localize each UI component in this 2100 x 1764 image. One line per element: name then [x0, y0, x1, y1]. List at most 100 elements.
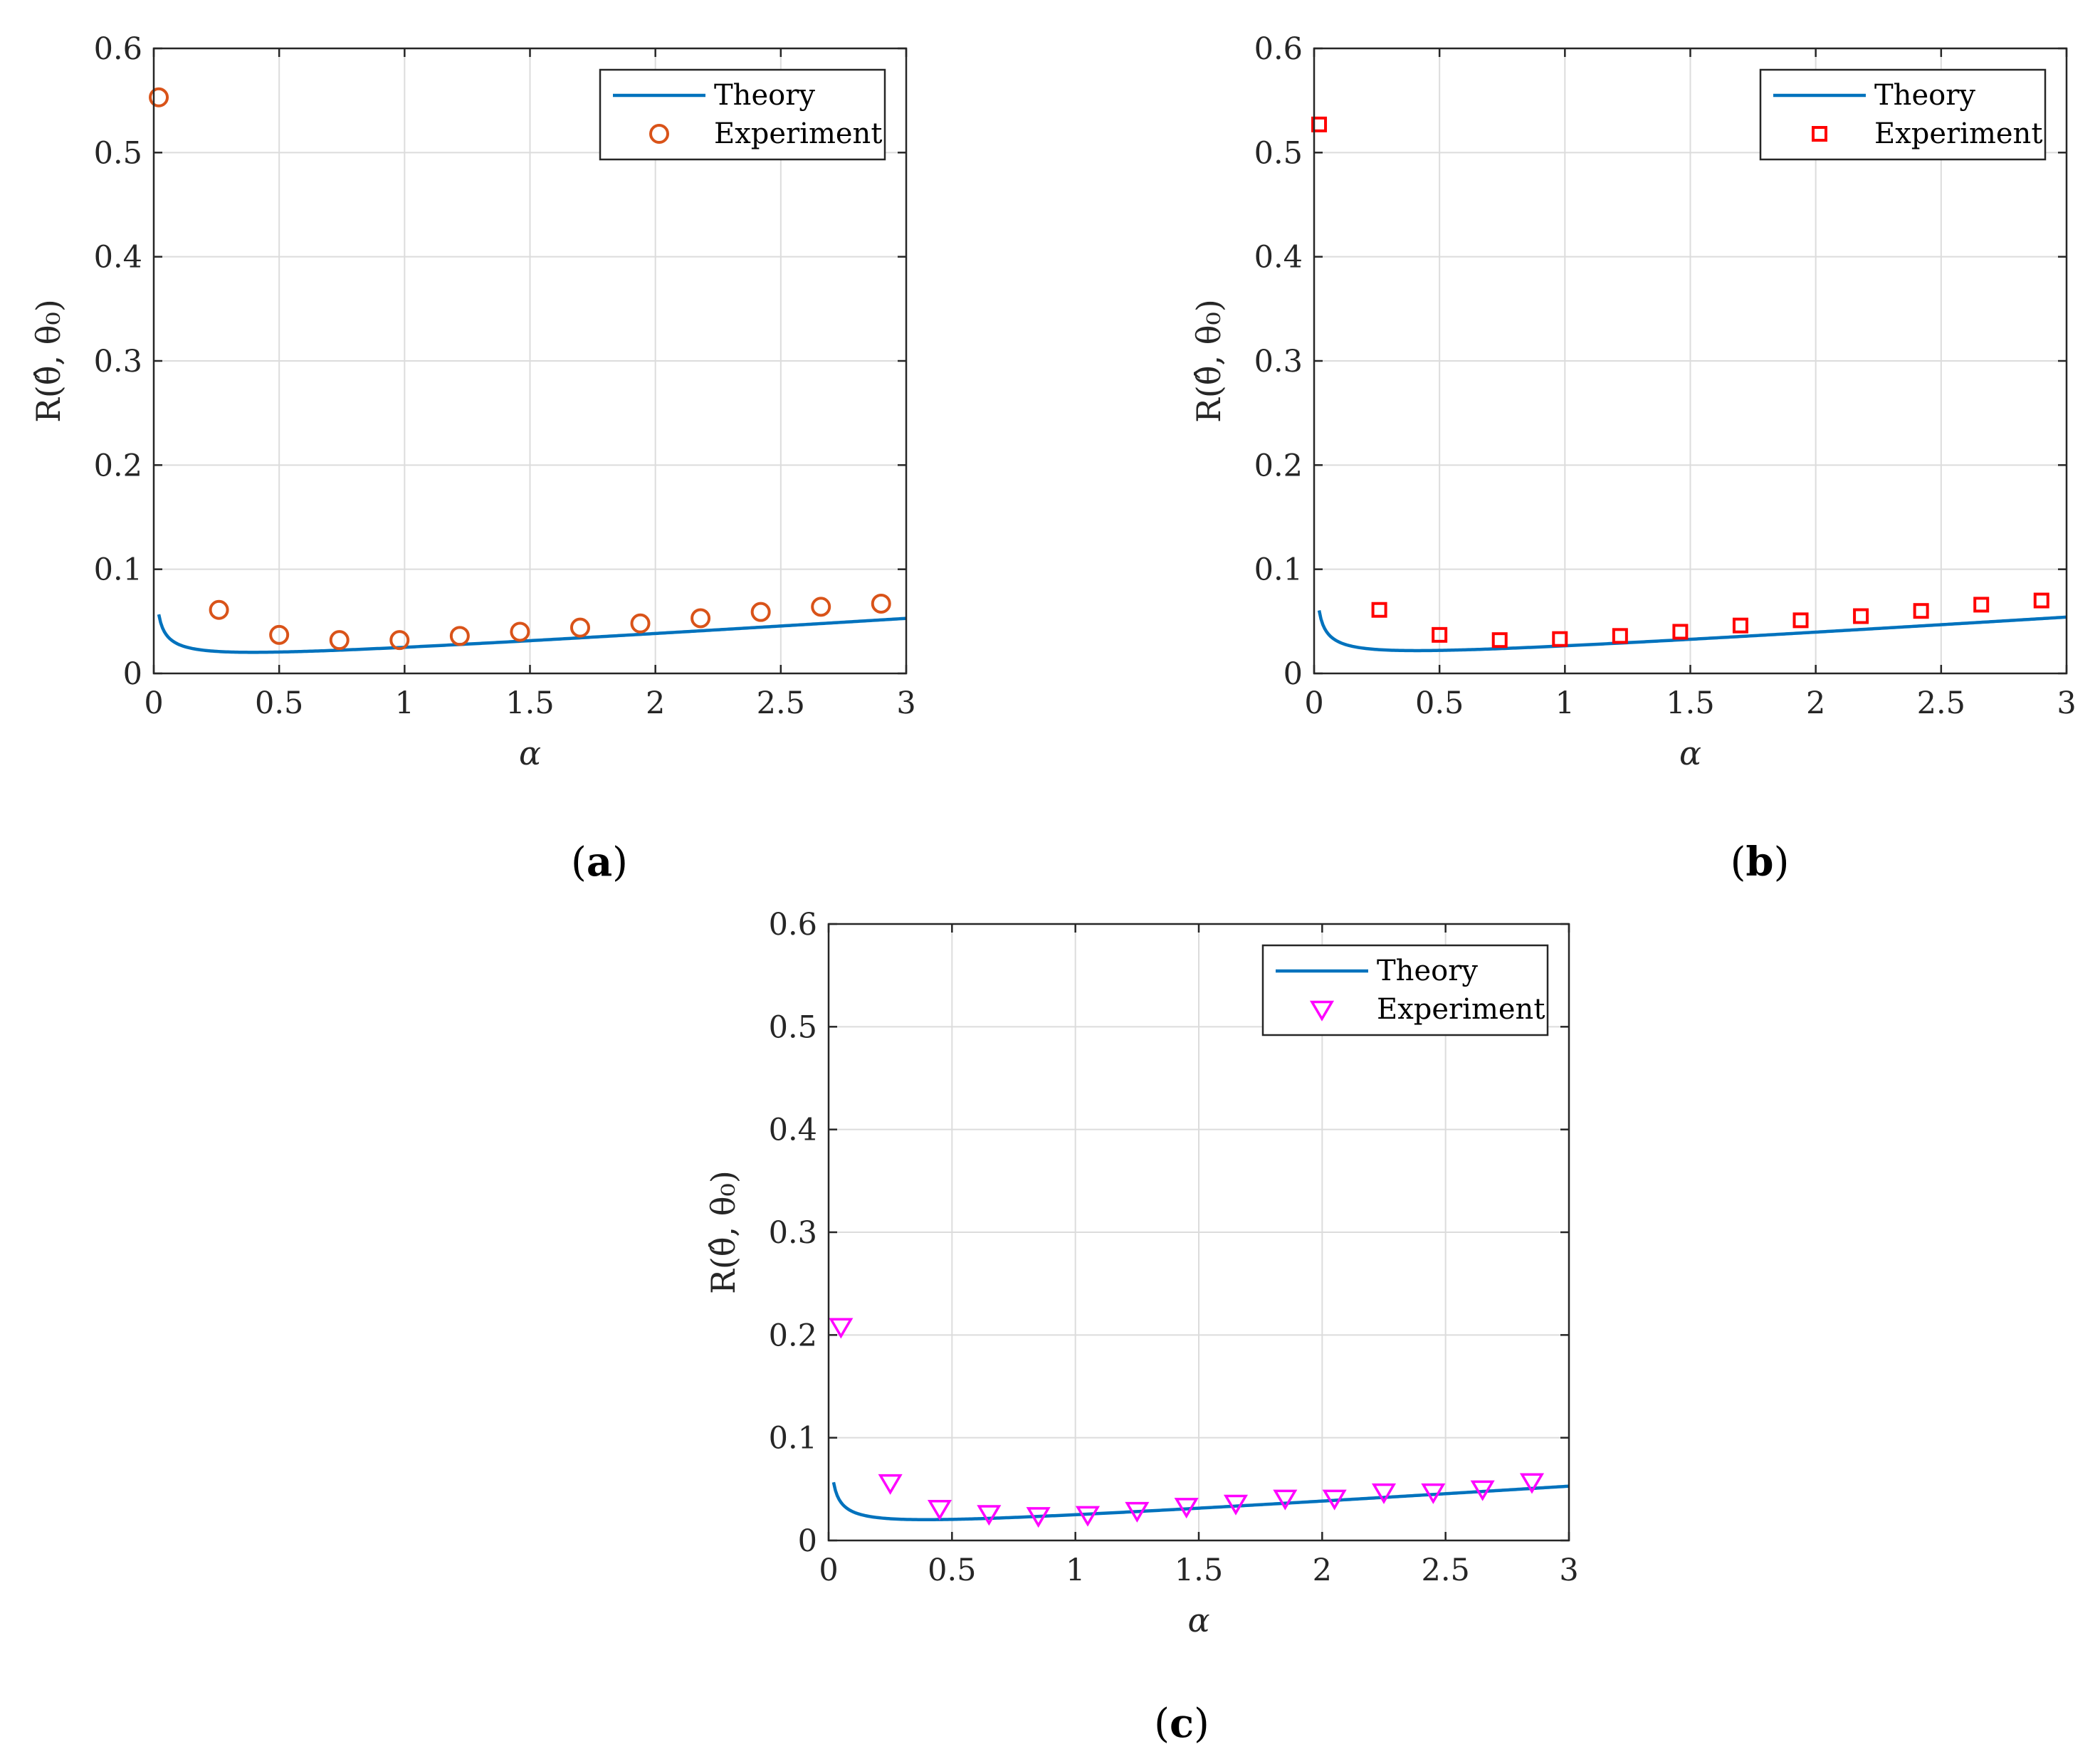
- x-tick-label: 2: [1806, 686, 1825, 721]
- experiment-marker: [811, 597, 831, 617]
- experiment-marker: [1491, 632, 1508, 649]
- x-tick-label: 1.5: [1175, 1553, 1223, 1588]
- experiment-marker: [1853, 608, 1869, 624]
- experiment-marker: [829, 1318, 854, 1339]
- y-tick-label: 0.1: [94, 552, 142, 588]
- y-axis-label: R(θ̂, θ₀): [1190, 299, 1228, 423]
- experiment-marker: [750, 602, 771, 622]
- experiment-marker: [1519, 1473, 1545, 1494]
- panel-caption: (a): [571, 839, 628, 886]
- y-tick-label: 0: [1283, 656, 1303, 692]
- experiment-marker: [510, 621, 530, 642]
- y-tick-label: 0.1: [1254, 552, 1303, 588]
- experiment-marker: [1026, 1507, 1051, 1528]
- x-tick-label: 3: [2057, 686, 2076, 721]
- x-tick-label: 0: [1304, 686, 1323, 721]
- experiment-marker: [209, 599, 229, 620]
- theory-line: [157, 614, 907, 654]
- legend-experiment-swatch: [649, 124, 669, 144]
- experiment-marker: [1612, 628, 1628, 644]
- legend-experiment-label: Experiment: [1874, 117, 2042, 150]
- x-tick-label: 2: [646, 686, 665, 721]
- y-tick-label: 0.4: [1254, 240, 1303, 275]
- y-tick-label: 0.2: [94, 448, 142, 483]
- experiment-marker: [1311, 116, 1328, 132]
- experiment-marker: [871, 593, 891, 614]
- panel-caption: (b): [1731, 839, 1790, 886]
- x-tick-label: 2.5: [1917, 686, 1965, 721]
- x-tick-label: 1: [1066, 1553, 1085, 1588]
- x-tick-label: 1.5: [505, 686, 554, 721]
- y-tick-label: 0.2: [769, 1318, 817, 1353]
- experiment-marker: [927, 1500, 952, 1521]
- experiment-marker: [1732, 617, 1748, 634]
- x-tick-label: 3: [1559, 1553, 1578, 1588]
- y-tick-label: 0.5: [769, 1009, 817, 1045]
- experiment-marker: [449, 626, 470, 646]
- y-tick-label: 0.4: [94, 240, 142, 275]
- experiment-marker: [1421, 1483, 1446, 1504]
- x-tick-label: 0.5: [1415, 686, 1464, 721]
- y-tick-label: 0: [123, 656, 142, 692]
- experiment-marker: [1371, 602, 1387, 618]
- y-tick-label: 0.4: [769, 1113, 817, 1148]
- y-tick-label: 0.5: [94, 135, 142, 171]
- chart-panel-a: 0 0.5 1 1.5 2 2.5 3 0 0.1 0.2 0.3 0.4 0.5 0.6 α R(θ̂, θ…: [29, 31, 916, 886]
- legend-box: [1759, 68, 2047, 161]
- experiment-marker: [1672, 624, 1689, 640]
- experiment-marker: [1273, 1489, 1298, 1511]
- y-tick-label: 0.2: [1254, 448, 1303, 483]
- y-axis-label: R(θ̂, θ₀): [29, 299, 68, 423]
- x-tick-label: 0: [144, 686, 163, 721]
- experiment-marker: [1322, 1489, 1347, 1511]
- y-tick-label: 0: [798, 1523, 817, 1559]
- legend-theory-label: Theory: [1377, 955, 1478, 987]
- experiment-marker: [1552, 631, 1568, 647]
- x-axis-label: α: [1679, 734, 1701, 772]
- x-tick-label: 0: [819, 1553, 838, 1588]
- experiment-marker: [1125, 1501, 1150, 1523]
- x-axis-label: α: [519, 734, 541, 772]
- experiment-marker: [691, 608, 711, 629]
- experiment-marker: [630, 613, 651, 634]
- x-tick-label: 2: [1313, 1553, 1332, 1588]
- y-tick-label: 0.3: [94, 344, 142, 379]
- theory-line: [1317, 610, 2067, 653]
- legend-box: [1261, 944, 1549, 1036]
- x-tick-label: 3: [896, 686, 915, 721]
- experiment-marker: [1075, 1506, 1101, 1527]
- experiment-marker: [1174, 1498, 1199, 1519]
- legend-experiment-swatch: [1812, 126, 1827, 142]
- legend: Theory Experiment: [1261, 944, 1549, 1036]
- legend: Theory Experiment: [599, 68, 886, 161]
- x-tick-label: 2.5: [1421, 1553, 1469, 1588]
- legend-box: [599, 68, 886, 161]
- experiment-marker: [1432, 626, 1448, 643]
- experiment-marker: [1913, 603, 1929, 619]
- x-tick-label: 1: [1555, 686, 1575, 721]
- legend: Theory Experiment: [1759, 68, 2047, 161]
- experiment-marker: [569, 617, 590, 638]
- legend-theory-label: Theory: [714, 79, 815, 112]
- legend-experiment-label: Experiment: [1377, 993, 1545, 1026]
- y-tick-label: 0.5: [1254, 135, 1303, 171]
- y-tick-label: 0.6: [94, 31, 142, 67]
- x-tick-label: 2.5: [757, 686, 805, 721]
- experiment-marker: [1371, 1483, 1397, 1504]
- legend-experiment-swatch: [1309, 1000, 1335, 1022]
- y-tick-label: 0.3: [769, 1215, 817, 1251]
- x-tick-label: 0.5: [255, 686, 303, 721]
- legend-experiment-label: Experiment: [714, 117, 882, 150]
- y-tick-label: 0.6: [1254, 31, 1303, 67]
- x-tick-label: 1: [395, 686, 414, 721]
- x-tick-label: 0.5: [928, 1553, 976, 1588]
- experiment-marker: [1973, 597, 1990, 613]
- y-tick-label: 0.6: [769, 907, 817, 943]
- experiment-marker: [1792, 612, 1809, 629]
- experiment-marker: [1470, 1480, 1495, 1501]
- experiment-marker: [2033, 592, 2049, 609]
- experiment-marker: [269, 624, 290, 645]
- chart-panel-b: 0 0.5 1 1.5 2 2.5 3 0 0.1 0.2 0.3 0.4 0.5 0.6 α R(θ̂, θ…: [1190, 31, 2077, 886]
- panel-caption: (c): [1154, 1700, 1209, 1747]
